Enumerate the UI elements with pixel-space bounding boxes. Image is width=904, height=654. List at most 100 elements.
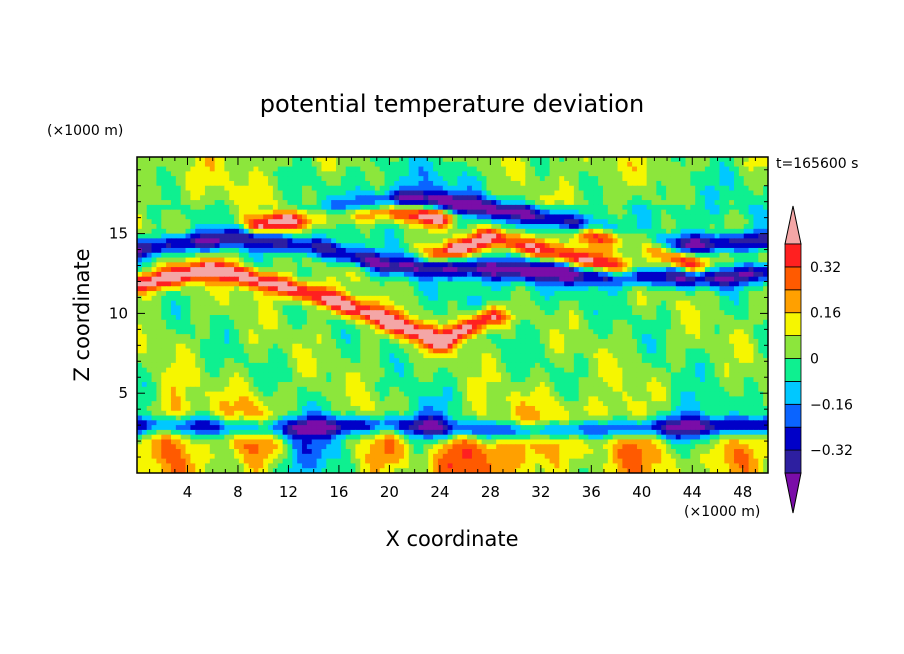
field-cell: [656, 171, 662, 177]
field-cell: [486, 176, 492, 182]
field-cell: [442, 267, 449, 273]
field-cell: [355, 224, 361, 230]
field-cell: [355, 276, 361, 283]
field-cell: [467, 200, 473, 206]
field-cell: [287, 180, 293, 187]
field-cell: [583, 219, 589, 225]
field-cell: [360, 243, 366, 249]
field-cell: [190, 233, 196, 239]
field-cell: [413, 291, 420, 297]
field-cell: [340, 281, 347, 287]
field-cell: [360, 286, 366, 292]
field-cell: [539, 238, 546, 244]
field-cell: [355, 257, 361, 263]
field-cell: [253, 180, 259, 187]
field-cell: [622, 271, 628, 278]
field-cell: [146, 257, 153, 263]
field-cell: [141, 228, 148, 235]
field-cell: [612, 224, 619, 230]
field-cell: [646, 219, 653, 225]
field-cell: [374, 195, 381, 201]
field-cell: [243, 291, 250, 297]
field-cell: [238, 214, 245, 220]
field-cell: [336, 176, 342, 182]
field-cell: [418, 190, 424, 196]
field-cell: [661, 180, 667, 187]
field-cell: [607, 204, 614, 211]
field-cell: [656, 305, 662, 311]
field-cell: [238, 329, 245, 335]
field-cell: [195, 338, 201, 345]
field-cell: [646, 310, 653, 316]
field-cell: [602, 238, 609, 244]
field-cell: [408, 204, 415, 211]
field-cell: [137, 305, 143, 311]
field-cell: [641, 200, 648, 206]
field-cell: [243, 329, 250, 335]
field-cell: [272, 180, 279, 187]
field-cell: [180, 334, 187, 340]
field-cell: [452, 200, 458, 206]
field-cell: [700, 300, 706, 307]
field-cell: [209, 319, 216, 326]
field-cell: [137, 252, 143, 259]
field-cell: [515, 190, 522, 196]
field-cell: [583, 238, 589, 244]
field-cell: [200, 319, 206, 326]
field-cell: [243, 300, 250, 307]
field-cell: [704, 291, 711, 297]
field-cell: [355, 228, 361, 235]
field-cell: [530, 305, 536, 311]
field-cell: [554, 204, 560, 211]
field-cell: [350, 329, 357, 335]
field-cell: [627, 324, 633, 330]
field-cell: [530, 262, 536, 268]
field-cell: [704, 295, 711, 302]
field-cell: [709, 271, 716, 278]
field-cell: [617, 166, 623, 172]
field-cell: [666, 286, 672, 292]
field-cell: [690, 176, 696, 182]
field-cell: [520, 176, 526, 182]
field-cell: [209, 286, 216, 292]
field-cell: [137, 319, 143, 326]
field-cell: [229, 224, 235, 230]
field-cell: [268, 315, 274, 321]
field-cell: [627, 295, 633, 302]
field-cell: [437, 310, 444, 316]
field-cell: [214, 291, 221, 297]
field-cell: [554, 180, 560, 187]
field-cell: [734, 233, 740, 239]
field-cell: [336, 171, 342, 177]
field-cell: [243, 185, 250, 192]
field-cell: [559, 315, 565, 321]
field-cell: [758, 176, 764, 182]
field-cell: [535, 190, 541, 196]
field-cell: [306, 157, 313, 163]
field-cell: [535, 180, 541, 187]
field-cell: [501, 214, 507, 220]
field-cell: [350, 180, 357, 187]
field-cell: [734, 310, 740, 316]
field-cell: [292, 276, 298, 283]
field-cell: [496, 161, 502, 168]
field-cell: [243, 176, 250, 182]
field-cell: [700, 310, 706, 316]
field-cell: [467, 195, 473, 201]
field-cell: [505, 180, 512, 187]
field-cell: [360, 267, 366, 273]
field-cell: [146, 204, 153, 211]
field-cell: [170, 233, 177, 239]
field-cell: [617, 252, 623, 259]
field-cell: [709, 200, 716, 206]
field-cell: [229, 334, 235, 340]
field-cell: [185, 171, 191, 177]
field-cell: [287, 185, 293, 192]
field-cell: [539, 262, 546, 268]
field-cell: [646, 200, 653, 206]
field-cell: [646, 252, 653, 259]
field-cell: [418, 195, 424, 201]
field-cell: [651, 291, 657, 297]
field-cell: [578, 276, 585, 283]
field-cell: [311, 200, 318, 206]
